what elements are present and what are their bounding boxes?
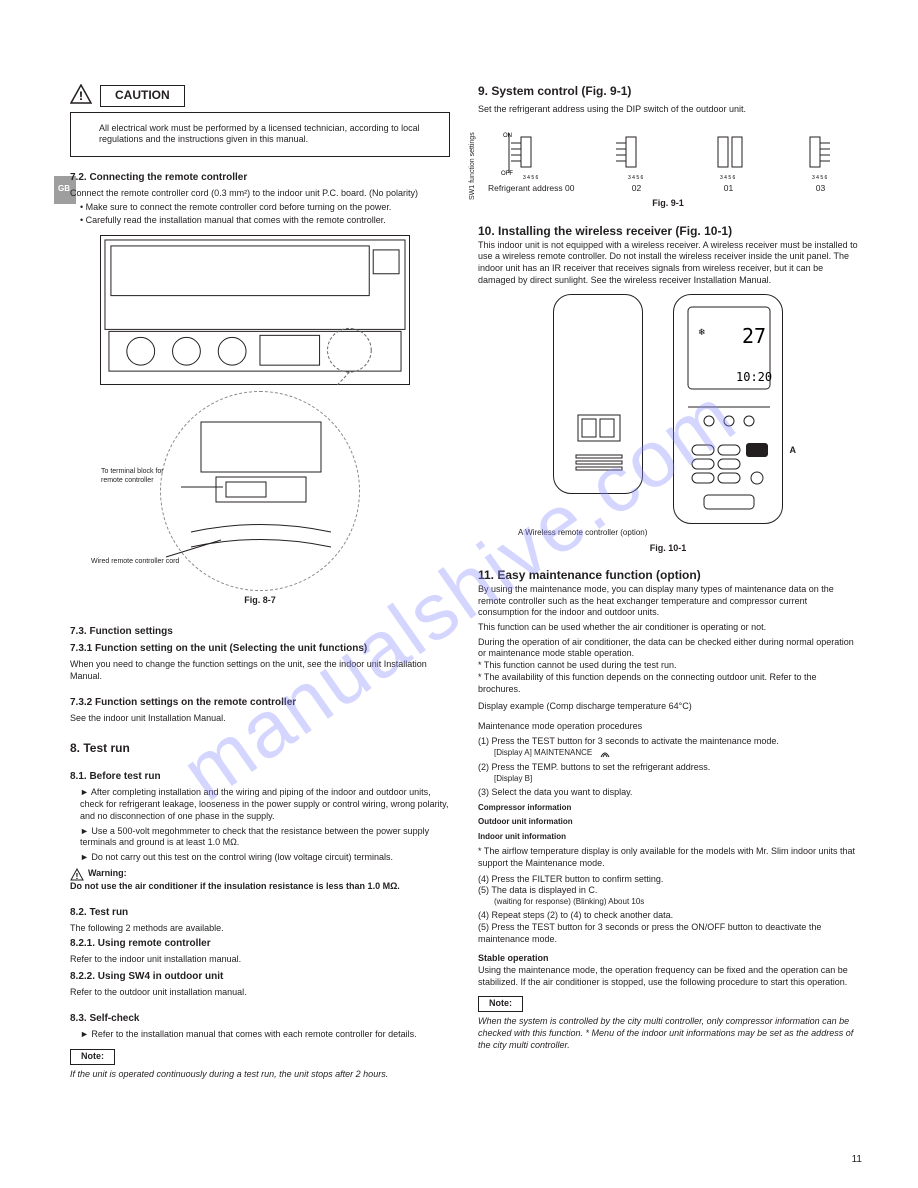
figure-zoom-detail: To terminal block for remote controller …: [160, 391, 360, 591]
step-1: (1) Press the TEST button for 3 seconds …: [478, 736, 858, 748]
caution-triangle-icon: !: [70, 84, 92, 108]
note-text-2: When the system is controlled by the cit…: [478, 1016, 858, 1051]
svg-text:❄: ❄: [698, 327, 706, 337]
dip-02: 3 4 5 6: [606, 123, 666, 183]
p-8-3: ► Refer to the installation manual that …: [70, 1029, 450, 1041]
addr-03: 03: [816, 183, 825, 194]
heading-8-3: 8.3. Self-check: [70, 1012, 450, 1025]
p-11-6: Maintenance mode operation procedures: [478, 721, 858, 733]
fig-8-7-caption: Fig. 8-7: [70, 595, 450, 607]
step-6: (4) Repeat steps (2) to (4) to check ano…: [478, 910, 858, 922]
gb-side-label: GB: [58, 184, 70, 194]
callout-terminal: To terminal block for remote controller: [101, 467, 181, 485]
heading-8-2-2: 8.2.2. Using SW4 in outdoor unit: [70, 970, 450, 983]
svg-text:3 4 5 6: 3 4 5 6: [812, 175, 828, 181]
heading-8-2-1: 8.2.1. Using remote controller: [70, 937, 450, 950]
svg-text:OFF: OFF: [501, 171, 513, 177]
example-label: Display example (Comp discharge temperat…: [478, 701, 858, 713]
svg-text:!: !: [76, 872, 79, 881]
bullet-7-2-1: • Make sure to connect the remote contro…: [70, 202, 450, 214]
indoor-info-block: Indoor unit information: [478, 832, 858, 842]
p-7-2-intro: Connect the remote controller cord (0.3 …: [70, 188, 450, 200]
callout-cord: Wired remote controller cord: [91, 557, 181, 566]
figure-indoor-unit: [100, 235, 410, 385]
outdoor-info-block: Outdoor unit information: [478, 817, 858, 827]
svg-text:!: !: [79, 89, 83, 103]
heading-7-3-2: 7.3.2 Function settings on the remote co…: [70, 696, 450, 709]
p-11-2: This function can be used whether the ai…: [478, 622, 858, 634]
addr-00: Refrigerant address 00: [488, 183, 574, 194]
indoor-unit-svg: [101, 236, 409, 385]
warning-body: Do not use the air conditioner if the in…: [70, 881, 450, 893]
bullet-8-1-b: ► Use a 500-volt megohmmeter to check th…: [70, 826, 450, 849]
note-label-1: Note:: [70, 1049, 115, 1065]
dip-00: ON OFF 3 4 5 6: [501, 123, 561, 183]
caution-body: All electrical work must be performed by…: [70, 112, 450, 157]
p-8-2: The following 2 methods are available.: [70, 923, 450, 935]
heading-8: 8. Test run: [70, 741, 450, 757]
p-11-1: By using the maintenance mode, you can d…: [478, 584, 858, 619]
heading-8-2: 8.2. Test run: [70, 906, 450, 919]
remote-back: [553, 294, 643, 494]
dip-switch-diagram: ON OFF 3 4 5 6 Refrigerant address 00 3 4…: [488, 123, 858, 194]
page-number: 11: [852, 1153, 862, 1166]
p-7-3-2: See the indoor unit Installation Manual.: [70, 713, 450, 725]
display-b: [Display B]: [478, 774, 858, 784]
remote-front: 27 10:20 ❄ A: [673, 294, 783, 524]
heading-9: 9. System control (Fig. 9-1): [478, 84, 858, 100]
heading-7-3: 7.3. Function settings: [70, 625, 450, 638]
p-11-4: * This function cannot be used during th…: [478, 660, 858, 672]
heading-10: 10. Installing the wireless receiver (Fi…: [478, 224, 858, 240]
p-11-7: * The airflow temperature display is onl…: [478, 846, 858, 869]
addr-01: 01: [724, 183, 733, 194]
svg-text:3 4 5 6: 3 4 5 6: [720, 175, 736, 181]
stable-heading: Stable operation: [478, 953, 858, 965]
remote-A-label: A Wireless remote controller (option): [478, 528, 858, 538]
caution-header: ! CAUTION: [70, 84, 450, 108]
svg-text:3 4 5 6: 3 4 5 6: [523, 175, 539, 181]
signal-icon: [599, 747, 611, 759]
note-label-2: Note:: [478, 996, 523, 1012]
fig-9-1-caption: Fig. 9-1: [478, 198, 858, 210]
svg-text:ON: ON: [503, 133, 512, 139]
svg-text:27: 27: [742, 324, 766, 348]
waiting-text: (waiting for response) (Blinking) About …: [478, 897, 858, 907]
bullet-8-1-c: ► Do not carry out this test on the cont…: [70, 852, 450, 864]
caution-label: CAUTION: [100, 85, 185, 107]
remote-figures: 27 10:20 ❄ A: [478, 294, 858, 524]
p-10-1: This indoor unit is not equipped with a …: [478, 240, 858, 287]
sw1-side-label: SW1 function settings: [468, 126, 477, 206]
heading-7-2: 7.2. Connecting the remote controller: [70, 171, 450, 184]
stable-text: Using the maintenance mode, the operatio…: [478, 965, 858, 988]
compressor-info-block: Compressor information: [478, 803, 858, 813]
step-4: (4) Press the FILTER button to confirm s…: [478, 874, 858, 886]
fig-10-1-caption: Fig. 10-1: [478, 543, 858, 555]
svg-text:3 4 5 6: 3 4 5 6: [628, 175, 644, 181]
p-11-5: * The availability of this function depe…: [478, 672, 858, 695]
svg-text:10:20: 10:20: [736, 370, 772, 384]
warning-triangle-2: ! Warning:: [70, 868, 450, 881]
note-text-1: If the unit is operated continuously dur…: [70, 1069, 450, 1081]
callout-A-marker: A: [790, 445, 797, 457]
p-7-3-1: When you need to change the function set…: [70, 659, 450, 682]
step-7: (5) Press the TEST button for 3 seconds …: [478, 922, 858, 945]
step-3: (3) Select the data you want to display.: [478, 787, 858, 799]
addr-02: 02: [632, 183, 641, 194]
warning-label: Warning:: [88, 868, 127, 880]
p-9-1: Set the refrigerant address using the DI…: [478, 104, 746, 114]
bullet-8-1-a: ► After completing installation and the …: [70, 787, 450, 822]
heading-7-3-1: 7.3.1 Function setting on the unit (Sele…: [70, 642, 450, 655]
step-2: (2) Press the TEMP. buttons to set the r…: [478, 762, 858, 774]
dip-03: 3 4 5 6: [790, 123, 850, 183]
p-8-2-1: Refer to the indoor unit installation ma…: [70, 954, 450, 966]
step-5: (5) The data is displayed in C.: [478, 885, 858, 897]
p-11-3: During the operation of air conditioner,…: [478, 637, 858, 660]
heading-8-1: 8.1. Before test run: [70, 770, 450, 783]
p-8-2-2: Refer to the outdoor unit installation m…: [70, 987, 450, 999]
bullet-7-2-2: • Carefully read the installation manual…: [70, 215, 450, 227]
dip-01: 3 4 5 6: [698, 123, 758, 183]
display-a-1: [Display A] MAINTENANCE: [478, 747, 858, 759]
heading-11: 11. Easy maintenance function (option): [478, 568, 858, 584]
